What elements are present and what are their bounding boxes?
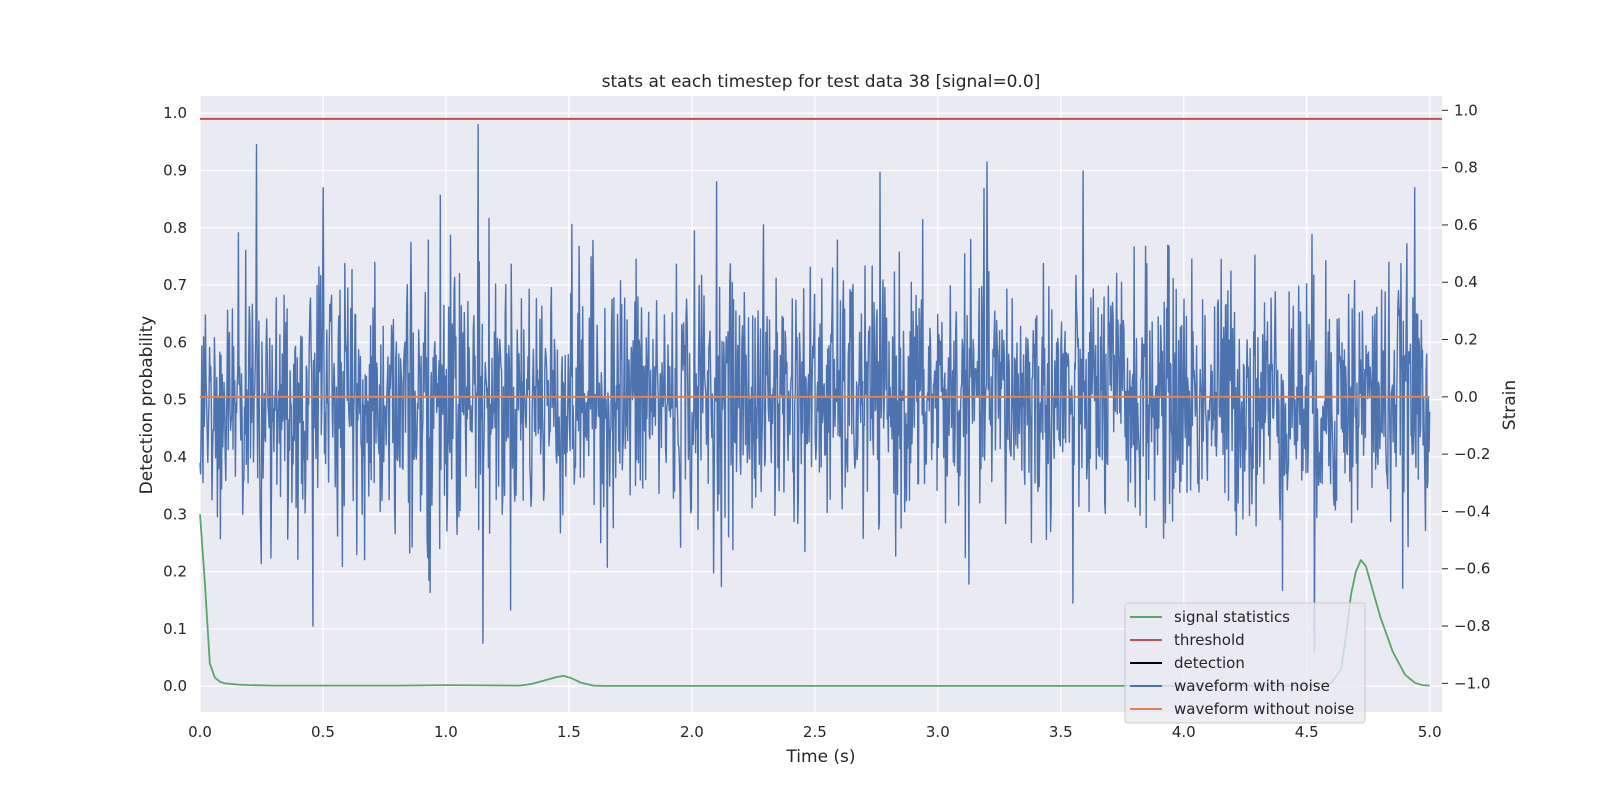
legend-label-threshold: threshold	[1174, 631, 1245, 649]
y2-tick-label: 1.0	[1454, 101, 1478, 119]
tick-layer: 0.0 0.5 1.0 1.5 2.0 2.5 3.0 3.5 4.0 4.5 5.0 0.0 0.1 0…	[163, 101, 1490, 741]
y-tick-label: 0.0	[163, 677, 187, 695]
x-tick-label: 4.5	[1295, 723, 1319, 741]
y2-tick-label: −0.4	[1454, 502, 1490, 520]
x-tick-label: 2.5	[803, 723, 827, 741]
x-tick-label: 1.5	[557, 723, 581, 741]
x-axis-label: Time (s)	[785, 747, 855, 767]
x-tick-label: 0.5	[311, 723, 335, 741]
signal-statistics-line	[199, 514, 1430, 687]
y2-tick-label: 0.4	[1454, 273, 1478, 291]
y-tick-label: 0.5	[163, 391, 187, 409]
waveform-with-noise-line	[199, 124, 1431, 653]
legend-label-signal-statistics: signal statistics	[1174, 608, 1290, 626]
y-tick-label: 0.8	[163, 219, 187, 237]
y-tick-label: 0.9	[163, 161, 187, 179]
series-layer	[199, 117, 1442, 687]
y2-tick-label: −1.0	[1454, 674, 1490, 692]
chart-title: stats at each timestep for test data 38 …	[602, 72, 1041, 92]
y-tick-label: 1.0	[163, 104, 187, 122]
y2-tick-label: 0.2	[1454, 331, 1478, 349]
y-axis-label: Detection probability	[137, 316, 157, 495]
x-tick-label: 3.0	[926, 723, 950, 741]
y-tick-label: 0.7	[163, 276, 187, 294]
y-tick-label: 0.4	[163, 448, 187, 466]
legend-label-waveform-with-noise: waveform with noise	[1174, 677, 1330, 695]
y-tick-label: 0.3	[163, 505, 187, 523]
y2-tick-label: −0.6	[1454, 560, 1490, 578]
x-tick-label: 0.0	[188, 723, 212, 741]
legend-label-waveform-without-noise: waveform without noise	[1174, 700, 1354, 718]
y-tick-label: 0.2	[163, 563, 187, 581]
y-tick-label: 0.1	[163, 620, 187, 638]
legend-box	[1124, 602, 1366, 724]
x-tick-label: 2.0	[680, 723, 704, 741]
y-tick-label: 0.6	[163, 333, 187, 351]
legend: signal statistics threshold detection wa…	[1124, 602, 1366, 724]
y2-axis-label: Strain	[1500, 380, 1520, 430]
x-tick-label: 1.0	[434, 723, 458, 741]
y2-tick-label: 0.6	[1454, 216, 1478, 234]
x-tick-label: 4.0	[1172, 723, 1196, 741]
x-tick-label: 5.0	[1418, 723, 1442, 741]
y2-tick-label: 0.8	[1454, 159, 1478, 177]
y2-tick-label: 0.0	[1454, 388, 1478, 406]
y2-tick-label: −0.8	[1454, 617, 1490, 635]
y2-tick-label: −0.2	[1454, 445, 1490, 463]
x-tick-label: 3.5	[1049, 723, 1073, 741]
legend-label-detection: detection	[1174, 654, 1245, 672]
